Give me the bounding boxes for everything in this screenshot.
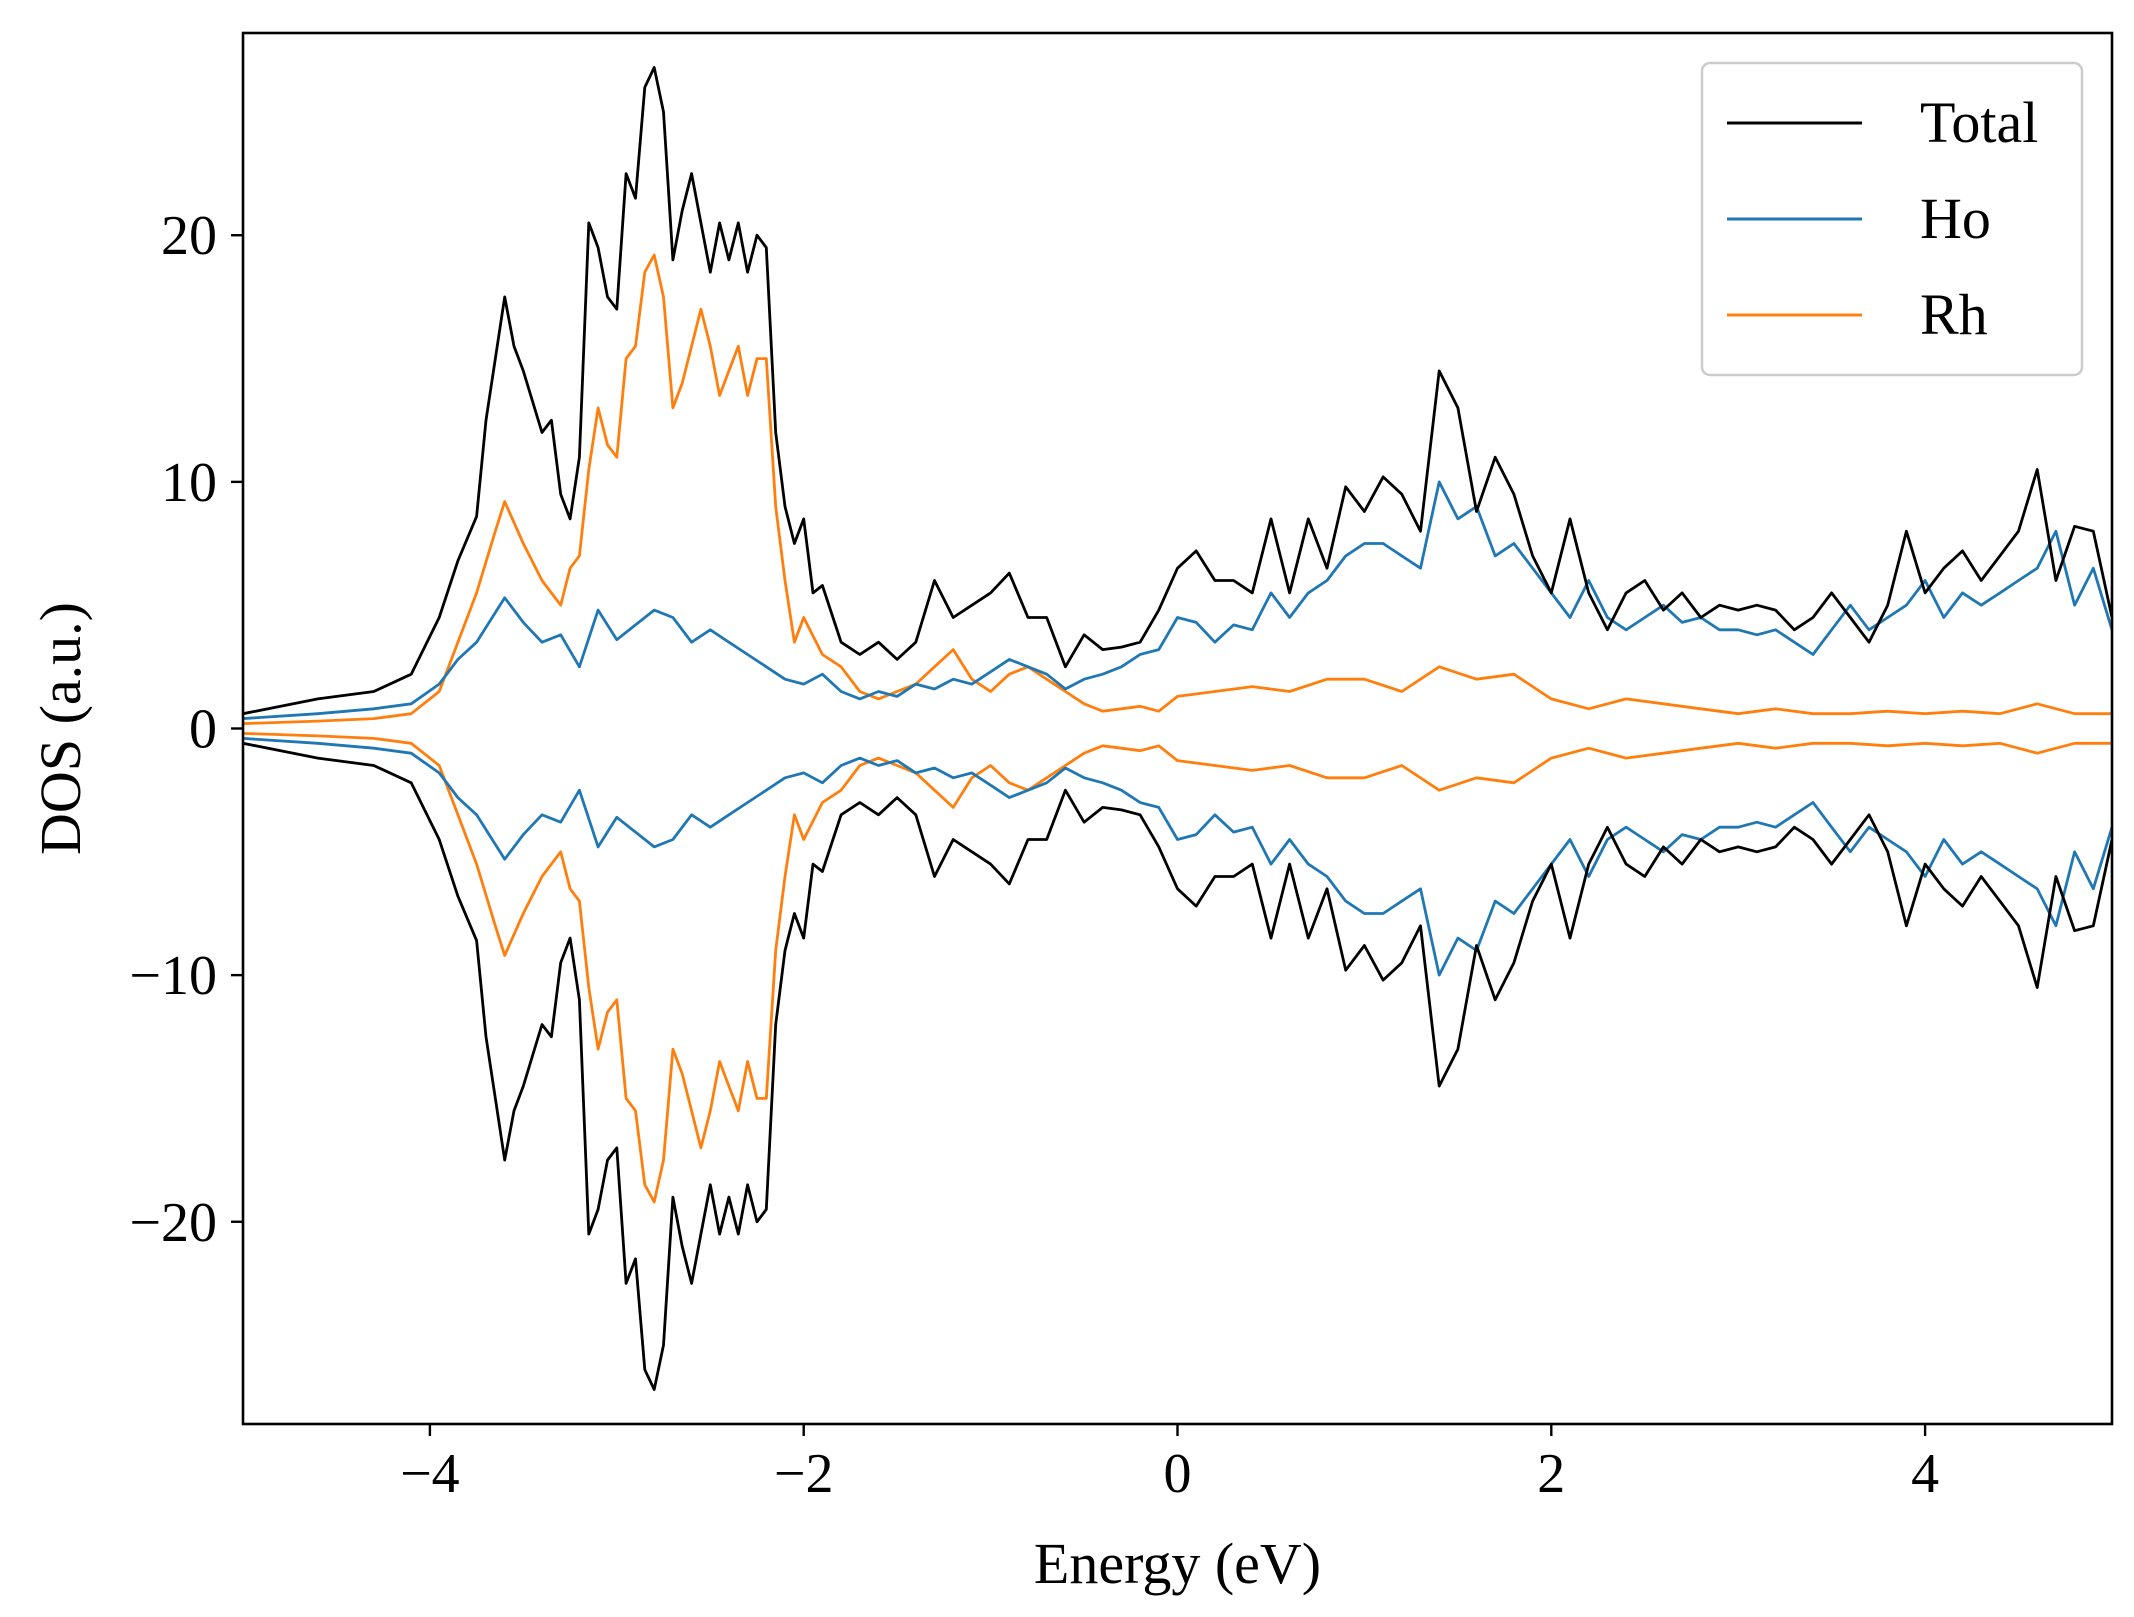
y-tick-label: 10 [161,452,217,514]
series-line-total-down [243,741,2112,1391]
series-layer [243,66,2112,1391]
x-tick-label: 4 [1911,1443,1939,1505]
legend-label-rh: Rh [1920,282,1988,347]
series-line-ho-down [243,737,2112,977]
x-tick-label: −4 [400,1443,460,1505]
legend: Total Ho Rh [1700,61,2084,377]
y-tick-label: −20 [129,1192,217,1254]
y-tick-label: 20 [161,205,217,267]
y-axis-label: DOS (a.u.) [28,602,93,855]
legend-box [1700,61,2084,377]
series-line-total-up [243,66,2112,716]
series-line-rh-down [243,732,2112,1204]
series-line-rh-up [243,253,2112,725]
y-tick-label: −10 [129,945,217,1007]
legend-label-total: Total [1920,90,2038,155]
legend-label-ho: Ho [1920,186,1991,251]
x-axis-label: Energy (eV) [1034,1531,1321,1596]
series-line-ho-up [243,480,2112,720]
x-tick-label: 2 [1537,1443,1565,1505]
y-tick-label: 0 [189,699,217,761]
x-tick-label: 0 [1164,1443,1192,1505]
x-tick-label: −2 [774,1443,834,1505]
